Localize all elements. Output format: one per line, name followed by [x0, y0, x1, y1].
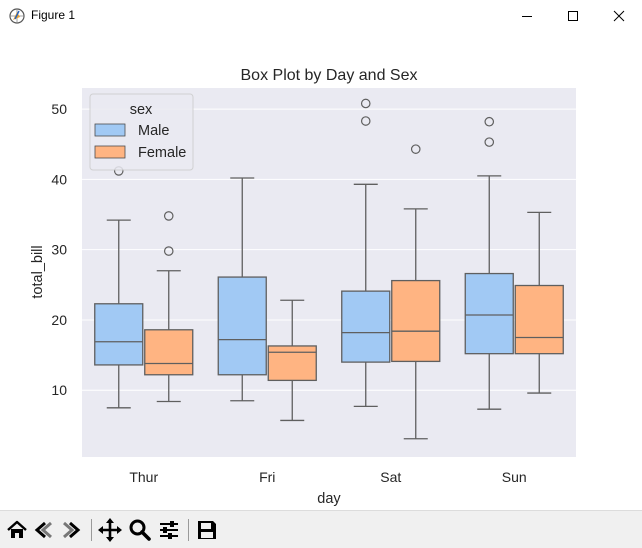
close-button[interactable]	[596, 0, 642, 32]
window-titlebar: Figure 1	[0, 0, 642, 32]
toolbar-separator	[91, 519, 92, 541]
box-male-fri	[217, 177, 267, 402]
box-body	[267, 345, 317, 382]
navigation-toolbar	[0, 510, 642, 548]
back-button[interactable]	[32, 518, 56, 542]
minimize-button[interactable]	[504, 0, 550, 32]
figure-canvas[interactable]: Box Plot by Day and Sex day total_bill 1…	[0, 32, 642, 510]
configure-subplots-icon	[160, 521, 178, 539]
close-icon	[613, 10, 625, 22]
y-tick-label: 10	[51, 382, 67, 398]
legend-label-female: Female	[138, 145, 186, 161]
box-female-sun	[514, 211, 564, 394]
box-body	[514, 284, 564, 355]
box-female-fri	[267, 299, 317, 422]
maximize-icon	[568, 11, 578, 21]
y-tick-label: 40	[51, 171, 67, 187]
x-tick-label: Thur	[129, 469, 158, 485]
box-male-sun	[464, 116, 514, 410]
save-icon	[198, 521, 216, 539]
pan-icon	[98, 518, 122, 542]
legend: sex Male Female	[89, 93, 194, 171]
y-tick-label: 20	[51, 312, 67, 328]
forward-icon	[63, 521, 81, 539]
x-tick-label: Sat	[380, 469, 401, 485]
outlier-point	[163, 246, 174, 256]
maximize-button[interactable]	[550, 0, 596, 32]
outlier-point	[360, 98, 371, 109]
minimize-icon	[522, 16, 532, 17]
zoom-button[interactable]	[128, 518, 152, 542]
box-body	[217, 276, 267, 376]
zoom-icon	[129, 519, 151, 541]
outlier-point	[360, 116, 371, 126]
home-icon	[7, 520, 27, 538]
x-tick-label: Fri	[259, 469, 275, 485]
outlier-point	[484, 116, 495, 127]
home-button[interactable]	[5, 518, 29, 542]
outlier-point	[410, 144, 421, 154]
outlier-point	[163, 211, 174, 221]
box-body	[464, 272, 514, 355]
legend-swatch-female	[94, 145, 126, 159]
outlier-point	[484, 137, 495, 147]
box-plot: Box Plot by Day and Sex day total_bill 1…	[0, 32, 642, 510]
window-title: Figure 1	[31, 8, 76, 22]
box-body	[341, 290, 391, 363]
save-button[interactable]	[195, 518, 219, 542]
y-tick-label: 50	[51, 101, 67, 117]
x-axis-label: day	[317, 491, 341, 507]
box-female-sat	[391, 144, 441, 440]
box-male-thur	[94, 166, 144, 409]
toolbar-separator	[188, 519, 189, 541]
box-body	[391, 279, 441, 363]
legend-label-male: Male	[138, 123, 169, 139]
box-body	[94, 303, 144, 366]
configure-subplots-button[interactable]	[157, 518, 181, 542]
forward-button[interactable]	[59, 518, 83, 542]
back-icon	[34, 521, 52, 539]
box-female-thur	[144, 211, 194, 403]
pan-button[interactable]	[98, 518, 122, 542]
legend-title: sex	[130, 102, 153, 118]
box-male-sat	[341, 98, 391, 408]
box-body	[144, 329, 194, 376]
y-tick-label: 30	[51, 242, 67, 258]
x-tick-label: Sun	[502, 469, 527, 485]
y-axis-label: total_bill	[30, 245, 46, 298]
chart-title: Box Plot by Day and Sex	[241, 67, 418, 84]
app-icon	[9, 8, 25, 24]
legend-swatch-male	[94, 123, 126, 137]
